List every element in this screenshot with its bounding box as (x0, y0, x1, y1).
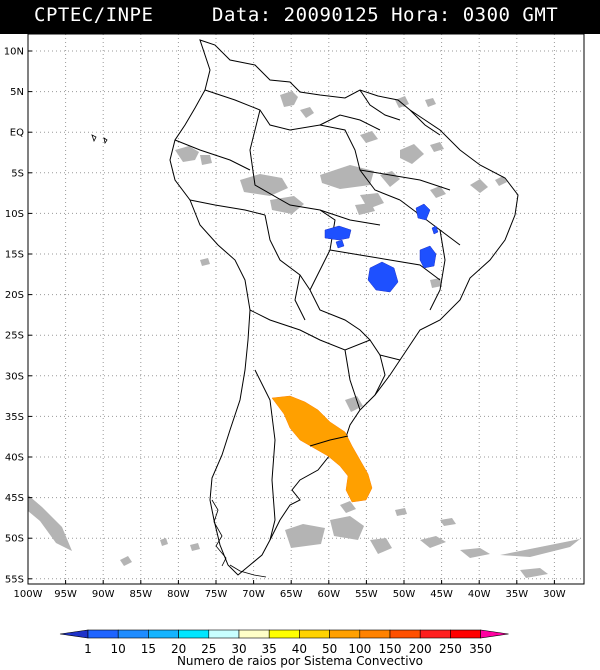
lat-tick-label: 5S (11, 168, 24, 179)
convective-systems-low (324, 203, 439, 293)
colorbar-segment (268, 629, 300, 639)
colorbar-segment (87, 629, 119, 639)
lon-tick-label: 45W (430, 589, 453, 600)
colorbar-segment (208, 629, 240, 639)
lat-tick-label: 50S (5, 534, 24, 545)
lat-tick-label: 45S (5, 493, 24, 504)
lon-tick-label: 85W (129, 589, 152, 600)
longitude-labels: 100W 95W 90W 85W 80W 75W 70W 65W 60W 55W 50W 45W 40W… (14, 580, 566, 600)
colorbar-max-arrow (480, 629, 509, 639)
colorbar-segment (178, 629, 210, 639)
lat-tick-label: 10S (5, 209, 24, 220)
lon-tick-label: 50W (393, 589, 416, 600)
lat-tick-label: 10N (4, 47, 24, 58)
lat-tick-label: 5N (10, 87, 24, 98)
colorbar-title: Numero de raios por Sistema Convectivo (176, 654, 424, 668)
colorbar-segment (329, 629, 361, 639)
lat-tick-label: 35S (5, 412, 24, 423)
colorbar-value-label: 200 (408, 642, 432, 656)
lon-tick-label: 75W (205, 589, 228, 600)
latitude-labels: 10N 5N EQ 5S 10S 15S 20S 25S 30S 35S 40S 45S 50S 55S (4, 47, 32, 585)
colorbar-value-label: 10 (110, 642, 126, 656)
lat-tick-label: EQ (10, 128, 24, 139)
lon-tick-label: 30W (543, 589, 566, 600)
cloud-systems (28, 91, 580, 578)
colorbar-value-label: 150 (378, 642, 402, 656)
colorbar-value-label: 15 (140, 642, 157, 656)
lat-lon-grid (27, 34, 584, 584)
colorbar-segment (299, 629, 330, 639)
colorbar-value-label: 40 (291, 642, 308, 656)
border-overlay (309, 435, 349, 447)
colorbar-value-label: 1 (84, 642, 92, 656)
lon-tick-label: 95W (54, 589, 77, 600)
lat-tick-label: 25S (5, 331, 24, 342)
lon-tick-label: 70W (242, 589, 265, 600)
lat-tick-label: 30S (5, 371, 24, 382)
map-canvas: 10N5NEQ5S10S15S20S25S30S35S40S45S50S55S … (3, 33, 585, 600)
coast-islands (91, 134, 267, 578)
source-label: CPTEC/INPE (34, 4, 154, 26)
colorbar-value-label: 50 (321, 642, 338, 656)
colorbar-segment (238, 629, 270, 639)
map-frame (27, 33, 585, 585)
datetime-label: Data: 20090125 Hora: 0300 GMT (212, 4, 559, 26)
colorbar-value-label: 350 (469, 642, 493, 656)
lon-tick-label: 90W (92, 589, 115, 600)
colorbar-segment (389, 629, 421, 639)
lon-tick-label: 60W (317, 589, 340, 600)
header-bar: CPTEC/INPE Data: 20090125 Hora: 0300 GMT (0, 0, 600, 34)
convective-system-high (271, 395, 373, 503)
lon-tick-label: 40W (468, 589, 491, 600)
colorbar-min-arrow (59, 629, 89, 639)
colorbar-value-label: 100 (348, 642, 372, 656)
lat-tick-label: 40S (5, 453, 24, 464)
lat-tick-label: 20S (5, 290, 24, 301)
lon-tick-label: 65W (280, 589, 303, 600)
colorbar-segment (450, 629, 481, 639)
colorbar-segments (59, 629, 509, 639)
lat-tick-label: 55S (5, 574, 24, 585)
colorbar-segment (117, 629, 149, 639)
colorbar-segment (359, 629, 391, 639)
colorbar-segment (419, 629, 451, 639)
lat-tick-label: 15S (5, 250, 24, 261)
lon-tick-label: 80W (167, 589, 190, 600)
colorbar-value-label: 35 (261, 642, 277, 656)
colorbar-segment (148, 629, 179, 639)
colorbar-value-label: 30 (231, 642, 247, 656)
country-borders (169, 39, 519, 576)
colorbar (59, 629, 509, 639)
lon-tick-label: 100W (14, 589, 43, 600)
colorbar-value-label: 25 (201, 642, 217, 656)
colorbar-value-label: 250 (438, 642, 462, 656)
colorbar-value-label: 20 (170, 642, 187, 656)
lon-tick-label: 55W (355, 589, 378, 600)
lon-tick-label: 35W (505, 589, 528, 600)
